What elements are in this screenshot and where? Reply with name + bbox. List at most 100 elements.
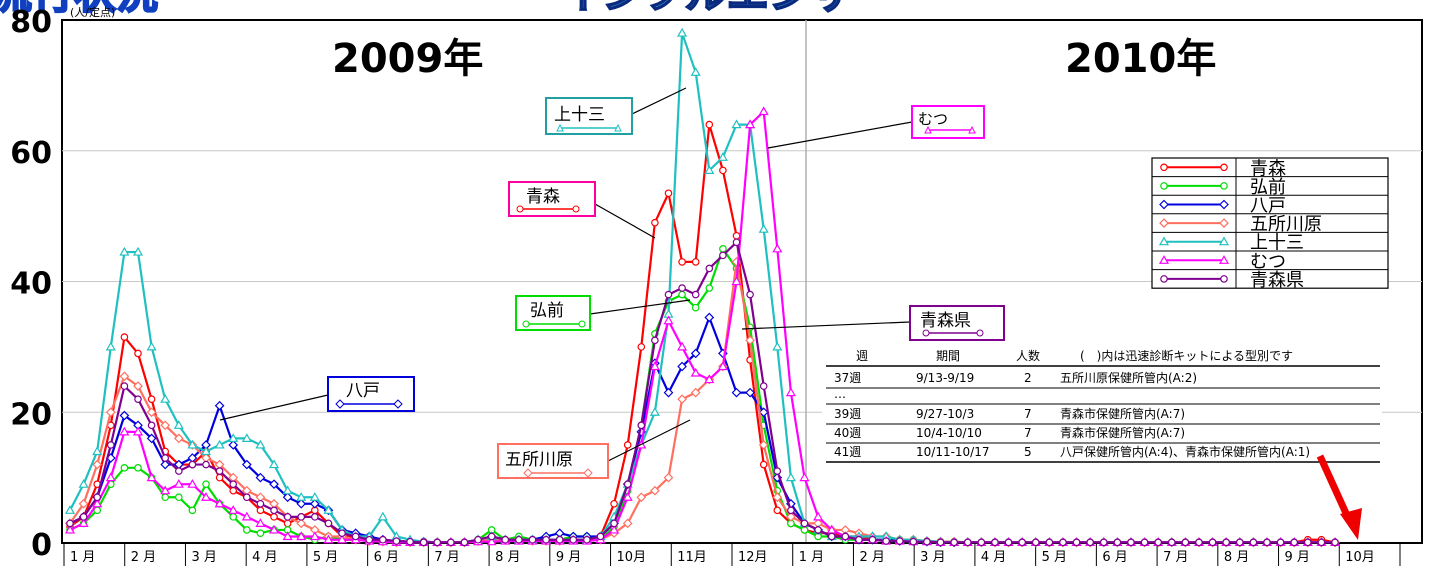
data-point xyxy=(228,433,239,442)
legend-marker xyxy=(1158,236,1170,246)
data-point xyxy=(324,519,333,528)
legend-marker xyxy=(1218,236,1230,246)
data-point xyxy=(868,535,877,544)
data-point xyxy=(255,472,266,483)
data-point xyxy=(664,189,673,198)
data-point xyxy=(719,251,727,260)
data-point xyxy=(678,290,686,299)
month-label: 1 月 xyxy=(70,550,95,565)
data-point xyxy=(1099,538,1108,547)
data-point xyxy=(1072,538,1081,547)
data-point xyxy=(528,535,537,544)
data-point xyxy=(678,258,686,266)
table-cell: 10/4-10/10 xyxy=(916,426,982,440)
data-point xyxy=(1195,538,1203,547)
data-point xyxy=(175,493,183,502)
data-point xyxy=(93,493,102,502)
data-point xyxy=(241,433,252,442)
data-point xyxy=(732,231,741,240)
data-point xyxy=(297,513,306,521)
data-point xyxy=(487,532,496,541)
data-point xyxy=(800,519,809,528)
callout-aomori: 青森 xyxy=(508,181,596,217)
y-tick-label: 0 xyxy=(31,528,52,563)
data-point xyxy=(950,538,958,547)
data-point xyxy=(690,348,701,359)
data-point xyxy=(255,439,266,449)
data-point xyxy=(447,538,455,547)
y-tick-label: 60 xyxy=(10,136,52,171)
data-point xyxy=(772,341,783,351)
month-label: 10月 xyxy=(617,550,647,565)
legend-marker xyxy=(1220,182,1228,190)
data-point xyxy=(107,441,115,449)
data-point xyxy=(719,245,727,253)
data-point xyxy=(132,426,144,436)
data-point xyxy=(732,238,741,247)
month-label: 2 月 xyxy=(859,550,884,565)
data-point xyxy=(351,532,360,541)
data-point xyxy=(270,513,278,521)
data-point xyxy=(542,535,550,544)
series-line xyxy=(69,241,1335,544)
data-point xyxy=(187,439,198,449)
data-point xyxy=(855,535,863,544)
legend-marker xyxy=(1220,163,1228,172)
data-point xyxy=(1127,538,1135,547)
data-point xyxy=(691,258,700,266)
data-point xyxy=(609,524,620,534)
month-label: 8 月 xyxy=(1224,550,1249,565)
data-point xyxy=(323,505,334,514)
data-point xyxy=(202,460,210,469)
data-point xyxy=(119,371,130,382)
data-point xyxy=(1045,538,1054,547)
data-point xyxy=(392,537,401,545)
month-label: 9 月 xyxy=(1285,550,1310,565)
data-point xyxy=(704,165,715,174)
callout-hachinohe-label: 八戸 xyxy=(346,381,380,401)
callout-aomori-ken-label: 青森県 xyxy=(920,311,971,331)
data-point xyxy=(256,506,265,515)
data-point xyxy=(188,460,197,469)
data-point xyxy=(1222,538,1230,547)
data-point xyxy=(785,387,796,397)
data-point xyxy=(758,440,769,450)
data-point xyxy=(268,459,280,469)
data-point xyxy=(622,492,633,501)
data-point xyxy=(119,246,130,256)
data-point xyxy=(977,538,986,547)
case-table: 週 期間 人数 ( )内は迅速診断キットによる型別です 37週 9/13-9/19 2 五所川… xyxy=(822,346,1382,464)
data-point xyxy=(309,498,320,509)
data-point xyxy=(1154,538,1162,547)
data-point xyxy=(200,446,212,456)
data-point xyxy=(64,524,76,534)
data-point xyxy=(243,526,251,534)
legend-label: 弘前 xyxy=(1250,177,1286,198)
data-point xyxy=(134,395,142,403)
month-label: 6 月 xyxy=(1102,550,1127,565)
data-point xyxy=(187,478,198,488)
callout-aomori-label: 青森 xyxy=(526,187,560,207)
data-point xyxy=(1059,538,1067,547)
data-point xyxy=(1235,538,1244,547)
data-point xyxy=(78,478,89,488)
data-point xyxy=(78,498,89,509)
legend-marker xyxy=(1159,199,1169,210)
data-point xyxy=(651,218,659,227)
data-point xyxy=(745,335,755,346)
data-point xyxy=(677,27,688,37)
data-point xyxy=(664,290,673,299)
data-point xyxy=(119,410,130,421)
data-point xyxy=(663,315,674,325)
data-point xyxy=(79,513,88,521)
data-point xyxy=(243,493,251,502)
data-point xyxy=(296,492,307,501)
data-point xyxy=(746,290,754,299)
data-point xyxy=(663,472,674,483)
data-point xyxy=(731,387,742,398)
data-point xyxy=(173,478,184,488)
callout-kamijusan: 上十三 xyxy=(545,97,633,135)
data-point xyxy=(772,243,783,253)
data-point xyxy=(1290,538,1298,547)
data-point xyxy=(786,512,796,522)
